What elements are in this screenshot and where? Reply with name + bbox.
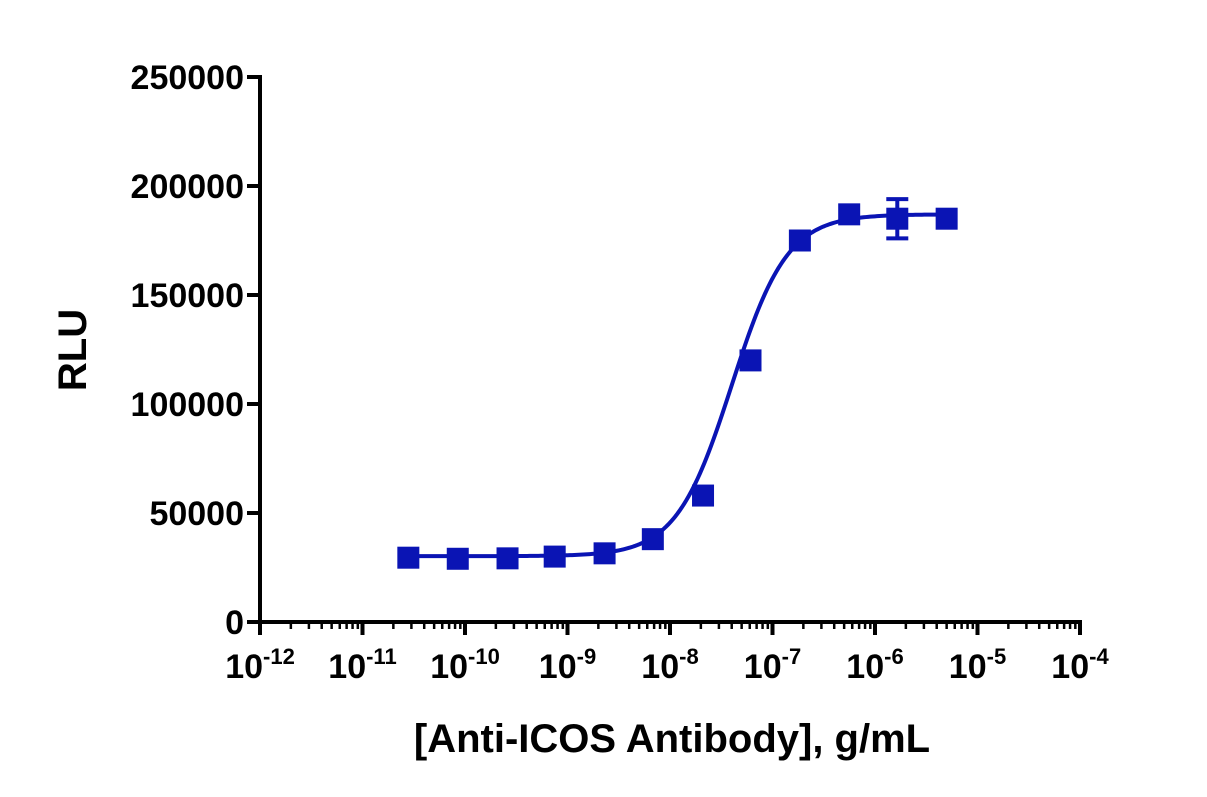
data-point [496, 547, 519, 570]
x-tick-label: 10-8 [641, 644, 698, 686]
x-tick-label: 10-6 [846, 644, 903, 686]
x-tick-exponent: -10 [468, 644, 500, 669]
x-tick-exponent: -5 [987, 644, 1007, 669]
x-tick-exponent: -8 [679, 644, 699, 669]
x-tick-label: 10-5 [949, 644, 1006, 686]
y-tick-label: 150000 [131, 277, 244, 315]
series [397, 197, 958, 570]
x-tick-base: 10 [744, 648, 782, 686]
x-tick-base: 10 [641, 648, 679, 686]
y-tick-label: 50000 [149, 495, 244, 533]
x-tick-label: 10-12 [225, 644, 295, 686]
x-tick-base: 10 [846, 648, 884, 686]
data-point [641, 528, 664, 551]
x-tick-exponent: -9 [577, 644, 597, 669]
x-tick-base: 10 [225, 648, 263, 686]
data-point [397, 546, 420, 569]
axes [258, 75, 1082, 624]
x-tick-exponent: -11 [366, 644, 397, 669]
x-axis-title: [Anti-ICOS Antibody], g/mL [414, 717, 930, 761]
data-point [788, 229, 811, 252]
data-point [446, 547, 469, 570]
x-tick-base: 10 [539, 648, 577, 686]
x-tick-exponent: -12 [263, 644, 295, 669]
data-point [838, 203, 861, 226]
x-tick-base: 10 [328, 648, 366, 686]
x-tick-label: 10-4 [1051, 644, 1109, 686]
y-axis-title: RLU [51, 309, 95, 391]
x-tick-exponent: -4 [1089, 644, 1109, 669]
x-tick-label: 10-11 [328, 644, 396, 686]
y-tick-label: 250000 [131, 59, 244, 97]
data-point [935, 207, 958, 230]
data-point [593, 542, 616, 565]
x-tick-base: 10 [1051, 648, 1089, 686]
y-tick-label: 200000 [131, 168, 244, 206]
y-tick-label: 0 [225, 604, 244, 642]
fit-curve [408, 212, 947, 559]
x-tick-base: 10 [430, 648, 468, 686]
data-point [543, 545, 566, 568]
x-tick-label: 10-10 [430, 644, 500, 686]
data-point [739, 349, 762, 372]
x-tick-exponent: -7 [782, 644, 802, 669]
x-tick-label: 10-7 [744, 644, 801, 686]
data-point [692, 484, 715, 507]
x-tick-label: 10-9 [539, 644, 596, 686]
data-point [886, 207, 909, 230]
x-tick-exponent: -6 [884, 644, 904, 669]
y-tick-label: 100000 [131, 386, 244, 424]
x-tick-base: 10 [949, 648, 987, 686]
